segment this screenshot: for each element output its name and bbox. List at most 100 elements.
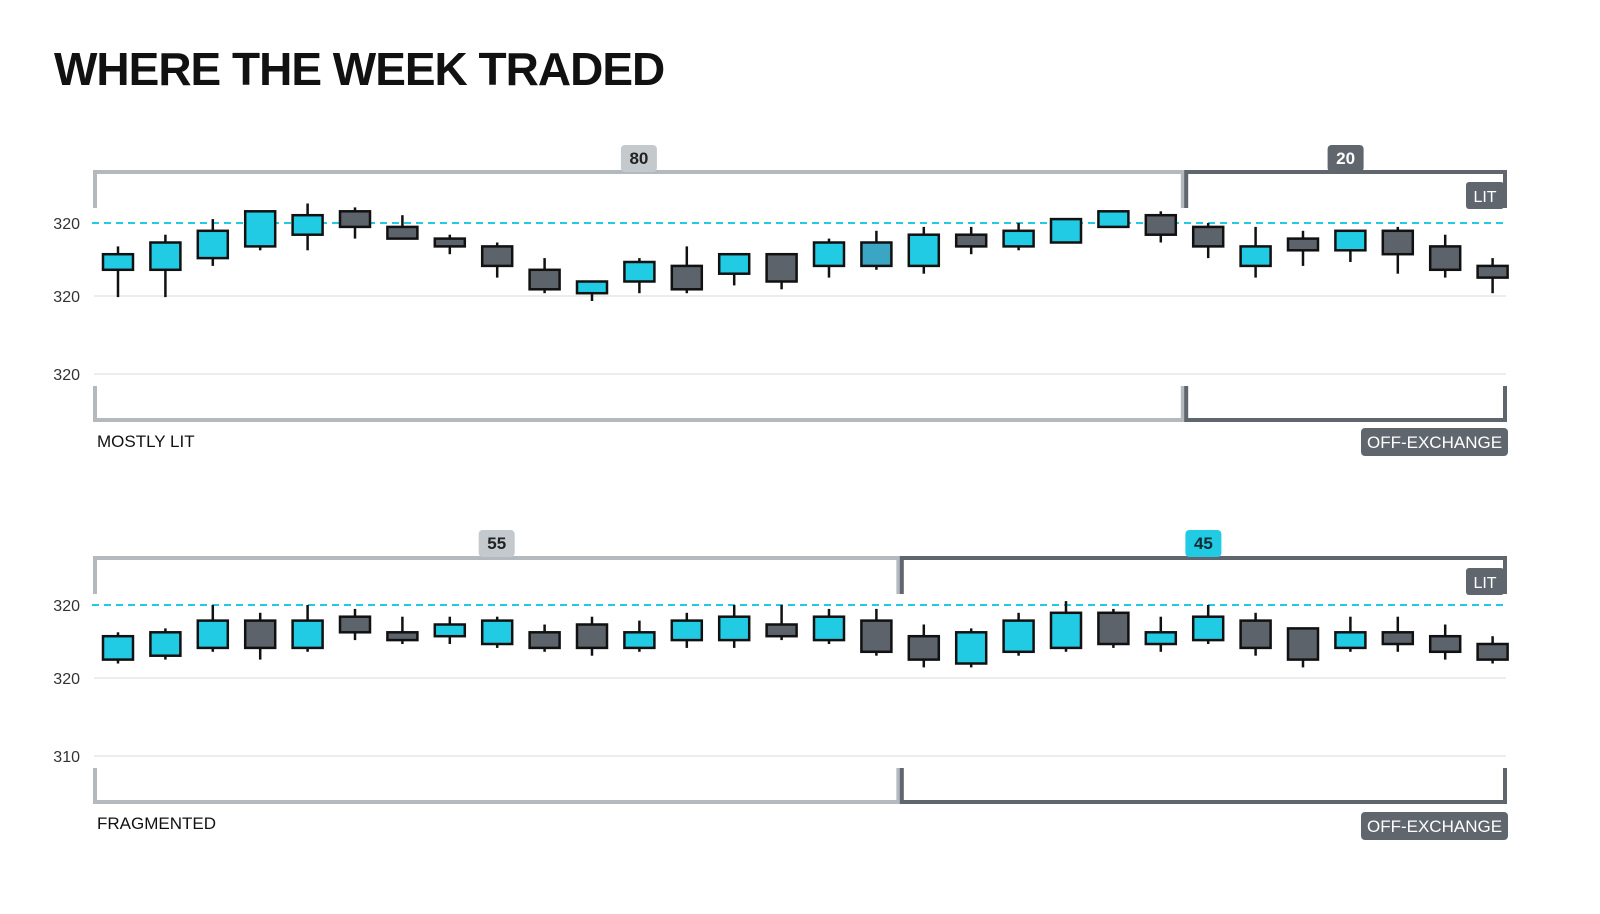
candle-body	[860, 619, 893, 654]
candle	[1097, 608, 1130, 648]
off-exchange-label: OFF-EXCHANGE	[1367, 433, 1502, 452]
candle-body	[291, 213, 324, 236]
candle-body	[1097, 611, 1130, 646]
segment-value-label: 20	[1336, 149, 1355, 168]
candle-body	[291, 619, 324, 650]
candle-body	[954, 631, 988, 665]
candle	[717, 605, 751, 648]
candle-body	[717, 615, 751, 642]
candle-body	[1002, 619, 1035, 654]
candle-body	[1428, 634, 1462, 654]
candle	[575, 280, 609, 301]
candle-body	[1428, 245, 1462, 272]
candle	[338, 207, 372, 239]
candle-body	[196, 229, 230, 260]
candle	[1334, 229, 1367, 262]
candle-body	[1049, 611, 1083, 650]
segment-bracket-bottom	[93, 768, 901, 804]
candle	[480, 616, 514, 648]
panel-caption: FRAGMENTED	[97, 814, 216, 833]
page-title: WHERE THE WEEK TRADED	[54, 43, 665, 95]
candle-body	[1002, 229, 1035, 248]
off-exchange-badge	[1361, 812, 1508, 840]
segment-bracket-bottom	[899, 768, 1507, 804]
candle	[1334, 616, 1367, 652]
candle-body	[338, 210, 372, 229]
candle-body	[338, 615, 372, 634]
candle	[338, 608, 372, 641]
candle	[1428, 624, 1462, 660]
candle-body	[1191, 225, 1225, 248]
candle	[1002, 612, 1035, 656]
candle	[149, 234, 182, 298]
candle-body	[1144, 213, 1178, 236]
y-tick-label: 320	[53, 598, 80, 615]
candle	[623, 620, 656, 652]
candle-body	[623, 631, 656, 650]
candle-body	[149, 241, 182, 272]
candle	[1049, 217, 1083, 244]
candle	[907, 226, 941, 274]
segment-bracket-top	[1184, 170, 1507, 208]
candle	[1476, 258, 1509, 294]
candle	[528, 258, 561, 294]
candle-body	[1144, 631, 1178, 646]
candle	[907, 624, 941, 668]
candle	[670, 246, 704, 294]
candle	[860, 608, 893, 656]
candle-body	[907, 634, 941, 661]
candle	[433, 616, 467, 644]
lit-badge	[1466, 182, 1504, 209]
candle	[386, 215, 419, 240]
candle-body	[243, 210, 277, 248]
candle	[1191, 223, 1225, 259]
candle-body	[196, 619, 230, 650]
y-tick-label: 320	[53, 367, 80, 384]
segment-bracket-top	[93, 170, 1185, 208]
candle	[623, 258, 656, 294]
segment-bracket-top	[899, 556, 1507, 594]
candle	[1428, 234, 1462, 278]
segment-value-label: 80	[629, 149, 648, 168]
candle-body	[1381, 631, 1415, 646]
candle	[765, 605, 798, 641]
candle-body	[480, 619, 514, 646]
candle	[1191, 605, 1225, 644]
off-exchange-badge	[1361, 428, 1508, 456]
candle	[717, 252, 751, 286]
candle-body	[1239, 619, 1272, 650]
candle	[243, 210, 277, 251]
candle	[1144, 211, 1178, 243]
candle-body	[907, 233, 941, 268]
candle-body	[386, 631, 419, 642]
candle-body	[860, 241, 893, 268]
candle	[243, 612, 277, 660]
candle	[1097, 210, 1130, 229]
candle-body	[528, 631, 561, 650]
candle-body	[433, 623, 467, 638]
candle	[196, 605, 230, 652]
candle	[1476, 636, 1509, 664]
candle-body	[386, 225, 419, 240]
candle-body	[575, 623, 609, 650]
panel-caption: MOSTLY LIT	[97, 432, 195, 451]
candle	[812, 608, 846, 644]
candle	[575, 616, 609, 656]
candle-body	[1334, 229, 1367, 252]
candle-body	[101, 252, 135, 272]
candle-body	[812, 615, 846, 642]
candle-body	[765, 623, 798, 638]
candle	[670, 612, 704, 648]
candle-body	[480, 245, 514, 268]
chart-panel-mostly-lit: 320 320 320 80 20 LIT MOSTLY LIT OFF-EXCHANGE	[53, 145, 1509, 456]
candle	[196, 219, 230, 266]
candle	[101, 246, 135, 298]
candle-body	[101, 634, 135, 661]
y-tick-label: 320	[53, 216, 80, 233]
candle-body	[954, 233, 988, 248]
candle-body	[1191, 615, 1225, 642]
candle-body	[1381, 229, 1415, 256]
segment-value-badge	[478, 530, 515, 557]
candle	[1286, 627, 1320, 668]
